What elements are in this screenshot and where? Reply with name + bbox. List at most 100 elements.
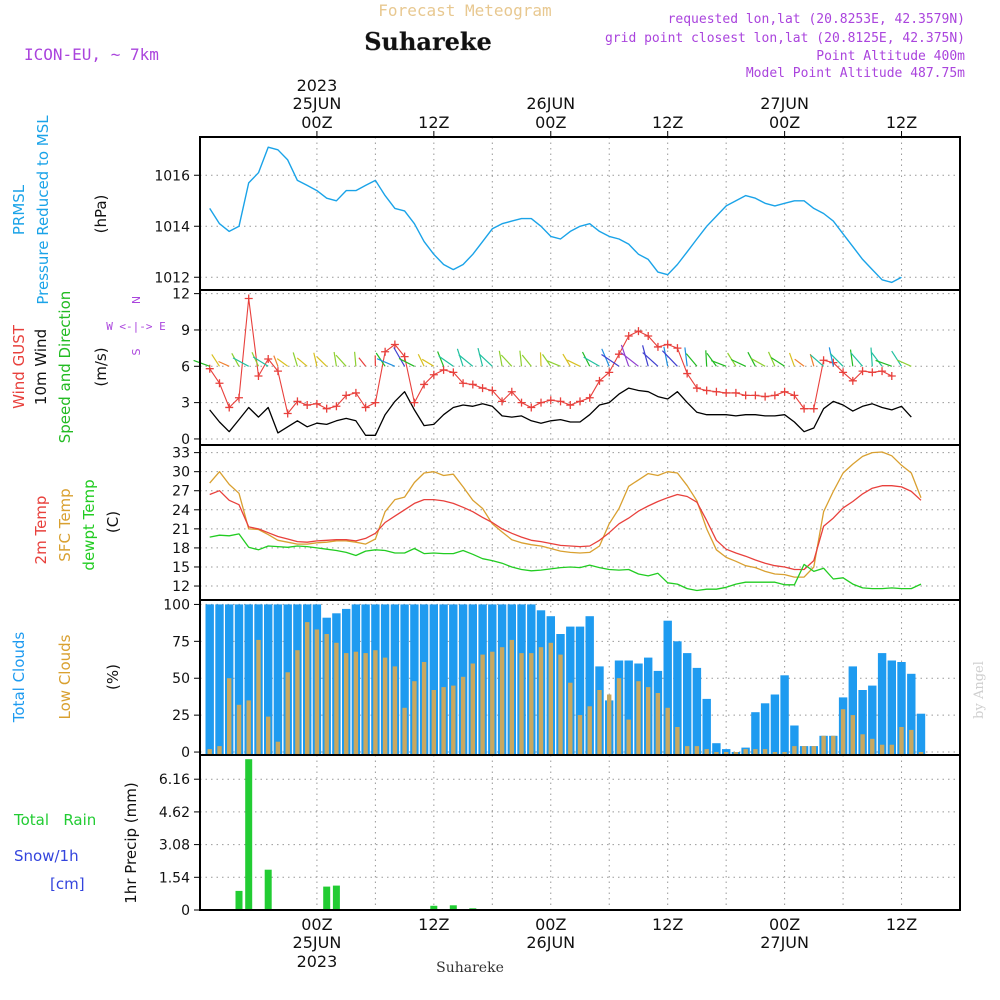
wind-direction-arrow bbox=[685, 353, 698, 367]
wind-direction-arrow bbox=[751, 358, 766, 367]
low-cloud-bar bbox=[675, 727, 680, 754]
gust-point bbox=[576, 397, 584, 406]
gust-point bbox=[878, 367, 887, 376]
gust-point bbox=[234, 393, 243, 402]
ytick-label: 12 bbox=[172, 287, 190, 303]
low-cloud-bar bbox=[480, 654, 485, 754]
gust-point bbox=[731, 388, 740, 397]
low-cloud-bar bbox=[860, 734, 865, 754]
total-cloud-bar bbox=[585, 616, 594, 754]
low-cloud-bar bbox=[753, 749, 758, 754]
gust-point bbox=[215, 379, 224, 388]
grid-layer bbox=[200, 137, 960, 911]
dewpoint-line bbox=[209, 533, 922, 592]
wind-direction-arrow bbox=[828, 347, 834, 367]
wind-direction-arrow bbox=[891, 350, 903, 367]
low-cloud-bar bbox=[909, 729, 914, 754]
low-cloud-bar bbox=[743, 749, 748, 754]
total-cloud-bar bbox=[215, 604, 224, 754]
gust-point bbox=[254, 371, 263, 380]
data-layer bbox=[0, 0, 926, 909]
precip-bar bbox=[245, 759, 253, 909]
gust-point bbox=[381, 347, 390, 356]
total-cloud-bar bbox=[663, 620, 672, 754]
low-cloud-bar bbox=[382, 657, 388, 754]
gust-label: Wind GUST bbox=[10, 324, 28, 409]
wind-direction-arrow bbox=[542, 354, 552, 367]
time-hour-label: 00Z bbox=[301, 113, 332, 132]
wind-direction-arrow bbox=[458, 354, 474, 367]
wind-direction-arrow bbox=[437, 351, 445, 367]
gust-point bbox=[244, 294, 253, 303]
wind-direction-arrow bbox=[546, 360, 561, 367]
model-altitude: Model Point Altitude 487.75m bbox=[746, 66, 965, 81]
ytick-label: 1012 bbox=[154, 270, 190, 286]
total-cloud-bar bbox=[868, 685, 877, 754]
low-cloud-bar bbox=[217, 746, 222, 754]
gust-point bbox=[225, 403, 234, 412]
low-cloud-bar bbox=[811, 746, 816, 754]
ytick-label: 0 bbox=[181, 432, 190, 448]
gust-point bbox=[692, 384, 701, 393]
compass-we: W <-|-> E bbox=[106, 320, 166, 333]
total-cloud-bar bbox=[205, 604, 214, 754]
low-cloud-bar bbox=[733, 752, 739, 754]
total-cloud-bar bbox=[858, 690, 867, 754]
total-cloud-bar bbox=[916, 713, 926, 754]
gust-point bbox=[507, 387, 516, 396]
gust-point bbox=[410, 398, 419, 407]
low-cloud-bar bbox=[840, 709, 846, 754]
panel-frame bbox=[199, 136, 961, 291]
ytick-label: 3 bbox=[181, 396, 190, 412]
wind-labels: Wind GUST 10m Wind Speed and Direction (… bbox=[10, 291, 166, 444]
wind-direction-arrow bbox=[849, 349, 854, 367]
gust-point bbox=[741, 391, 750, 400]
gust-point bbox=[312, 399, 321, 408]
gust-point bbox=[264, 355, 273, 364]
ytick-label: 6.16 bbox=[159, 772, 190, 788]
pct-unit: (%) bbox=[104, 664, 122, 690]
time-hour-label: 00Z bbox=[301, 915, 332, 934]
low-cloud-bar bbox=[334, 642, 339, 754]
wind-direction-arrow bbox=[870, 351, 883, 367]
low-cloud-bar bbox=[782, 752, 787, 754]
wind-direction-arrow bbox=[788, 352, 795, 367]
gust-point bbox=[498, 397, 507, 406]
wind-direction-arrow bbox=[251, 352, 260, 367]
low-cloud-bar bbox=[792, 746, 797, 754]
wind-direction-arrow bbox=[316, 356, 328, 367]
gust-point bbox=[790, 391, 799, 400]
ytick-label: 6 bbox=[181, 359, 190, 375]
total-cloud-bar bbox=[770, 694, 780, 754]
total-cloud-bar bbox=[897, 662, 906, 754]
low-cloud-bar bbox=[558, 654, 563, 754]
wind-direction-arrow bbox=[393, 347, 406, 367]
gust-point bbox=[839, 368, 848, 377]
wind-direction-arrow bbox=[232, 357, 250, 367]
gust-point bbox=[605, 368, 614, 377]
ytick-label: 24 bbox=[172, 503, 190, 519]
low-cloud-bar bbox=[607, 694, 612, 754]
total-cloud-bar bbox=[780, 675, 789, 754]
prmsl-labels: PRMSL Pressure Reduced to MSL (hPa) bbox=[10, 115, 110, 305]
wind-direction-arrow bbox=[620, 352, 639, 367]
gust-point bbox=[420, 380, 429, 389]
total-cloud-bar bbox=[877, 653, 887, 754]
gust-point bbox=[566, 401, 575, 410]
ytick-label: 12 bbox=[172, 579, 190, 595]
wind-direction-arrow bbox=[767, 351, 776, 367]
grid-coords: grid point closest lon,lat (20.8125E, 42… bbox=[605, 31, 965, 46]
low-cloud-bar bbox=[772, 752, 778, 754]
gust-point bbox=[624, 332, 633, 341]
low-cloud-bar bbox=[490, 651, 495, 754]
gust-point bbox=[858, 367, 867, 376]
gust-point bbox=[751, 391, 760, 400]
wind-direction-arrow bbox=[438, 355, 454, 367]
wind-direction-arrow bbox=[583, 356, 600, 367]
total-cloud-bar bbox=[410, 604, 419, 754]
wind-direction-arrow bbox=[276, 358, 289, 367]
wind-direction-arrow bbox=[193, 359, 210, 367]
wind-direction-arrow bbox=[376, 358, 396, 367]
low-cloud-bar bbox=[724, 752, 729, 754]
gust-point bbox=[322, 404, 331, 413]
